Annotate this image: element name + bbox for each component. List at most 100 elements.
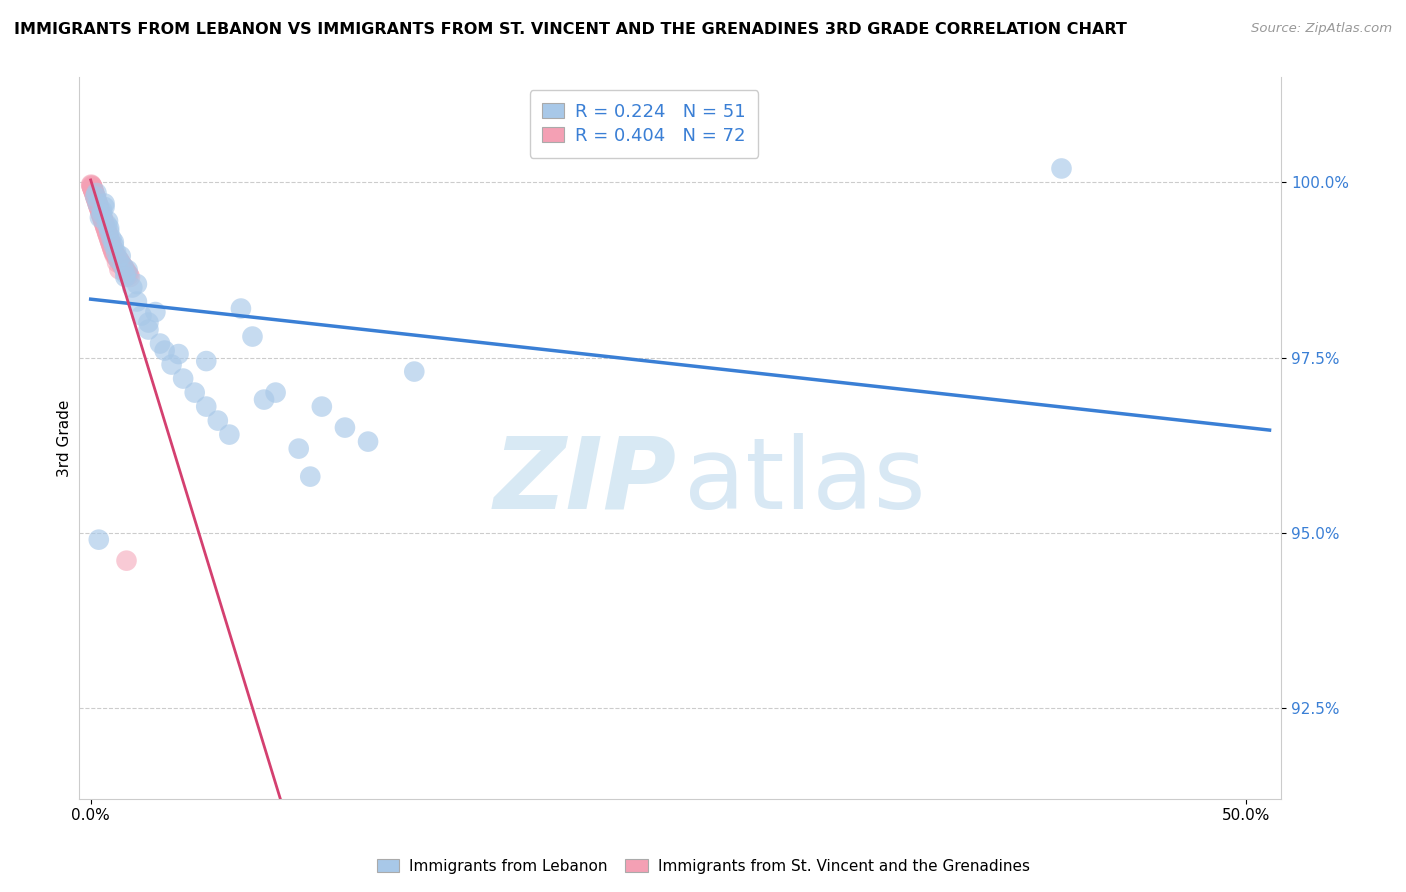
Point	[90, 206, 112, 220]
Point	[83, 186, 105, 200]
Point	[118, 268, 141, 282]
Point	[115, 265, 138, 279]
Point	[101, 240, 124, 254]
Point	[103, 244, 125, 259]
Point	[80, 180, 103, 194]
Point	[404, 365, 426, 379]
Point	[90, 207, 112, 221]
Point	[183, 385, 205, 400]
Point	[84, 189, 107, 203]
Point	[117, 267, 139, 281]
Point	[91, 211, 114, 226]
Point	[96, 223, 118, 237]
Point	[90, 208, 112, 222]
Point	[103, 235, 125, 249]
Point	[111, 258, 134, 272]
Point	[107, 252, 129, 267]
Point	[101, 241, 124, 255]
Point	[138, 316, 160, 330]
Point	[104, 248, 127, 262]
Point	[242, 329, 264, 343]
Point	[112, 260, 135, 274]
Point	[107, 252, 129, 267]
Point	[89, 202, 111, 216]
Point	[138, 322, 160, 336]
Point	[195, 354, 218, 368]
Point	[82, 182, 104, 196]
Point	[89, 205, 111, 219]
Text: atlas: atlas	[683, 433, 925, 530]
Point	[97, 230, 120, 244]
Point	[82, 184, 104, 198]
Point	[91, 213, 114, 227]
Point	[100, 238, 122, 252]
Point	[93, 216, 115, 230]
Point	[93, 196, 115, 211]
Point	[93, 218, 115, 232]
Point	[90, 209, 112, 223]
Point	[84, 191, 107, 205]
Point	[160, 358, 183, 372]
Y-axis label: 3rd Grade: 3rd Grade	[58, 400, 72, 477]
Point	[80, 179, 103, 194]
Point	[104, 247, 127, 261]
Legend: R = 0.224   N = 51, R = 0.404   N = 72: R = 0.224 N = 51, R = 0.404 N = 72	[530, 90, 758, 158]
Point	[1050, 161, 1073, 176]
Point	[83, 188, 105, 202]
Point	[114, 263, 136, 277]
Point	[125, 294, 148, 309]
Point	[103, 238, 125, 252]
Point	[229, 301, 252, 316]
Text: ZIP: ZIP	[494, 433, 676, 530]
Point	[253, 392, 276, 407]
Point	[333, 420, 356, 434]
Point	[87, 199, 110, 213]
Point	[89, 203, 111, 218]
Point	[82, 182, 104, 196]
Point	[105, 245, 128, 260]
Point	[101, 242, 124, 256]
Point	[105, 249, 128, 263]
Point	[98, 235, 121, 249]
Point	[287, 442, 309, 456]
Point	[112, 260, 135, 274]
Point	[108, 262, 131, 277]
Point	[172, 371, 194, 385]
Point	[91, 203, 114, 218]
Point	[87, 533, 110, 547]
Point	[94, 220, 117, 235]
Point	[96, 225, 118, 239]
Point	[103, 245, 125, 260]
Point	[207, 414, 229, 428]
Point	[86, 196, 108, 211]
Point	[100, 237, 122, 252]
Point	[86, 196, 108, 211]
Point	[121, 280, 143, 294]
Point	[118, 270, 141, 285]
Point	[98, 235, 121, 249]
Point	[218, 427, 240, 442]
Text: Source: ZipAtlas.com: Source: ZipAtlas.com	[1251, 22, 1392, 36]
Point	[80, 178, 103, 193]
Point	[311, 400, 333, 414]
Point	[195, 400, 218, 414]
Point	[114, 267, 136, 281]
Point	[131, 309, 153, 323]
Point	[97, 227, 120, 242]
Point	[97, 214, 120, 228]
Point	[93, 214, 115, 228]
Point	[94, 219, 117, 233]
Point	[91, 207, 114, 221]
Point	[84, 189, 107, 203]
Legend: Immigrants from Lebanon, Immigrants from St. Vincent and the Grenadines: Immigrants from Lebanon, Immigrants from…	[370, 853, 1036, 880]
Point	[125, 277, 148, 291]
Point	[105, 251, 128, 265]
Point	[83, 186, 105, 200]
Point	[114, 270, 136, 285]
Point	[93, 200, 115, 214]
Point	[98, 231, 121, 245]
Point	[149, 336, 172, 351]
Point	[110, 256, 132, 270]
Point	[145, 305, 167, 319]
Point	[97, 227, 120, 242]
